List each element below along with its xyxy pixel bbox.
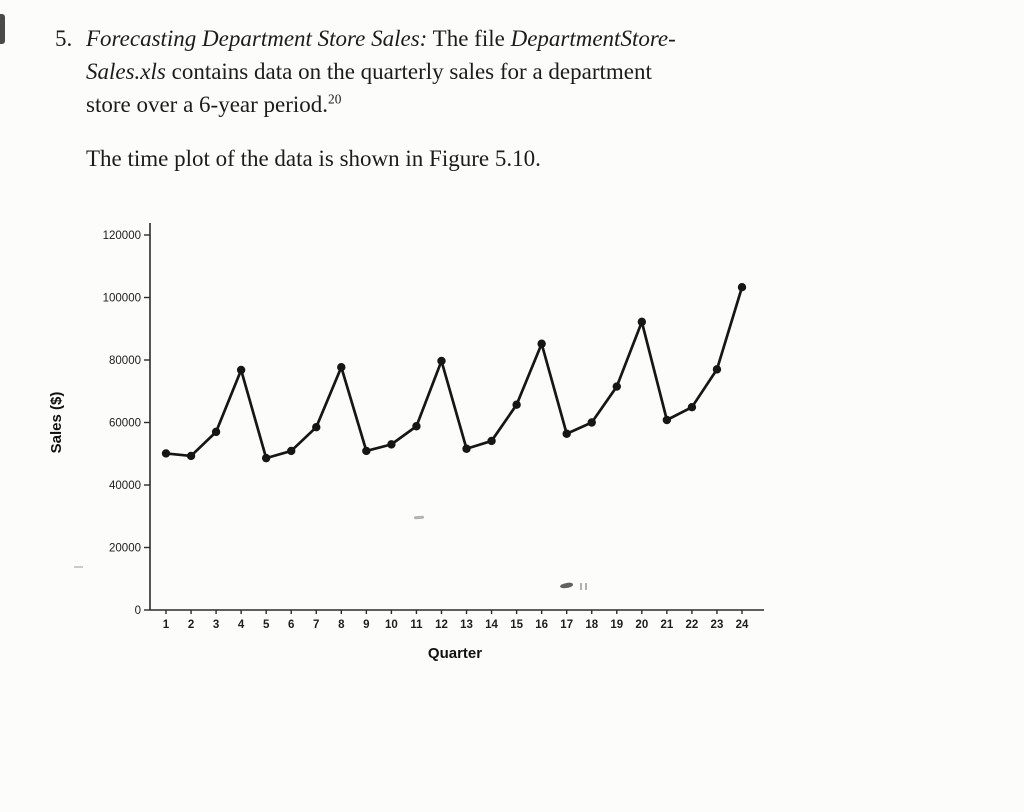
- data-point: [462, 444, 471, 453]
- series-markers: [161, 282, 747, 463]
- filename-part-1: DepartmentStore-: [510, 26, 676, 51]
- exercise-text: Forecasting Department Store Sales: The …: [86, 22, 676, 121]
- data-point: [337, 362, 346, 372]
- x-tick-label: 8: [338, 619, 345, 631]
- exercise-text-segment: The file: [427, 26, 511, 51]
- x-tick-label: 4: [238, 619, 245, 631]
- series-line: [164, 285, 744, 460]
- x-tick-label: 9: [363, 619, 369, 631]
- x-tick-label: 2: [188, 619, 194, 631]
- y-tick-label: 60000: [109, 418, 141, 430]
- data-point: [287, 446, 296, 456]
- y-tick-label: 80000: [109, 355, 141, 367]
- data-point: [662, 415, 672, 425]
- data-point: [412, 422, 421, 431]
- x-tick-label: 6: [288, 619, 294, 631]
- exercise-line-3: store over a 6-year period.20: [86, 88, 676, 121]
- x-tick-label: 24: [736, 619, 749, 631]
- x-tick-label: 11: [410, 619, 423, 631]
- footnote-marker: 20: [328, 91, 342, 107]
- y-tick-label: 40000: [109, 480, 141, 492]
- x-axis-title: Quarter: [428, 645, 482, 662]
- x-tick-label: 13: [460, 619, 473, 631]
- data-point: [587, 418, 596, 427]
- data-point: [612, 382, 621, 391]
- data-point: [312, 422, 321, 432]
- x-tick-label: 15: [510, 619, 523, 631]
- scan-artifact-edge: [0, 14, 5, 44]
- x-tick-label: 19: [610, 619, 623, 631]
- exercise-line-1: Forecasting Department Store Sales: The …: [86, 22, 676, 55]
- exercise-line-2: Sales.xls contains data on the quarterly…: [86, 55, 676, 88]
- data-point: [261, 453, 271, 463]
- data-point: [186, 451, 196, 461]
- data-point: [362, 446, 371, 456]
- data-point: [437, 356, 446, 366]
- x-tick-label: 21: [660, 619, 673, 631]
- exercise-title-italic: Forecasting Department Store Sales:: [86, 26, 428, 51]
- x-tick-label: 3: [213, 619, 219, 631]
- data-point: [211, 427, 221, 437]
- data-point: [687, 402, 697, 412]
- x-tick-label: 1: [163, 619, 170, 631]
- y-axis-title: Sales ($): [48, 392, 65, 454]
- x-tick-label: 7: [313, 619, 319, 631]
- data-point: [712, 365, 722, 374]
- exercise-text-segment: store over a 6-year period.: [86, 92, 329, 117]
- y-tick-label: 100000: [103, 293, 141, 305]
- data-point: [737, 282, 747, 292]
- y-tick-label: 0: [135, 605, 141, 617]
- data-point: [562, 429, 571, 438]
- data-point: [387, 440, 396, 449]
- exercise-text-segment: contains data on the quarterly sales for…: [165, 59, 652, 84]
- x-tick-label: 20: [635, 619, 648, 631]
- x-tick-label: 12: [435, 619, 448, 631]
- x-tick-label: 5: [263, 619, 270, 631]
- x-axis-ticks: 1 2 3 4 5 6 7 8 9 10 11 12 13 14 15 16 17 18 19 20 21 22 23 24: [163, 610, 749, 631]
- x-tick-label: 16: [535, 619, 548, 631]
- data-point: [512, 400, 521, 409]
- exercise-number: 5.: [55, 26, 73, 51]
- y-tick-label: 20000: [109, 543, 141, 555]
- x-tick-label: 18: [585, 619, 598, 631]
- exercise-5: 5. Forecasting Department Store Sales: T…: [55, 22, 676, 121]
- data-point: [236, 365, 246, 375]
- figure-reference: The time plot of the data is shown in Fi…: [86, 146, 541, 171]
- x-tick-label: 22: [686, 619, 699, 631]
- data-point: [537, 339, 546, 348]
- data-point: [637, 317, 647, 327]
- x-tick-label: 10: [385, 619, 398, 631]
- filename-part-2: Sales.xls: [86, 59, 166, 84]
- x-tick-label: 17: [560, 619, 573, 631]
- y-tick-label: 120000: [103, 230, 141, 242]
- data-point: [161, 449, 171, 458]
- data-point: [487, 436, 496, 446]
- x-tick-label: 14: [485, 619, 498, 631]
- y-axis-ticks: 0 20000 40000 60000 80000 100000 120000: [103, 230, 150, 617]
- axes: [149, 223, 764, 611]
- x-tick-label: 23: [711, 619, 724, 631]
